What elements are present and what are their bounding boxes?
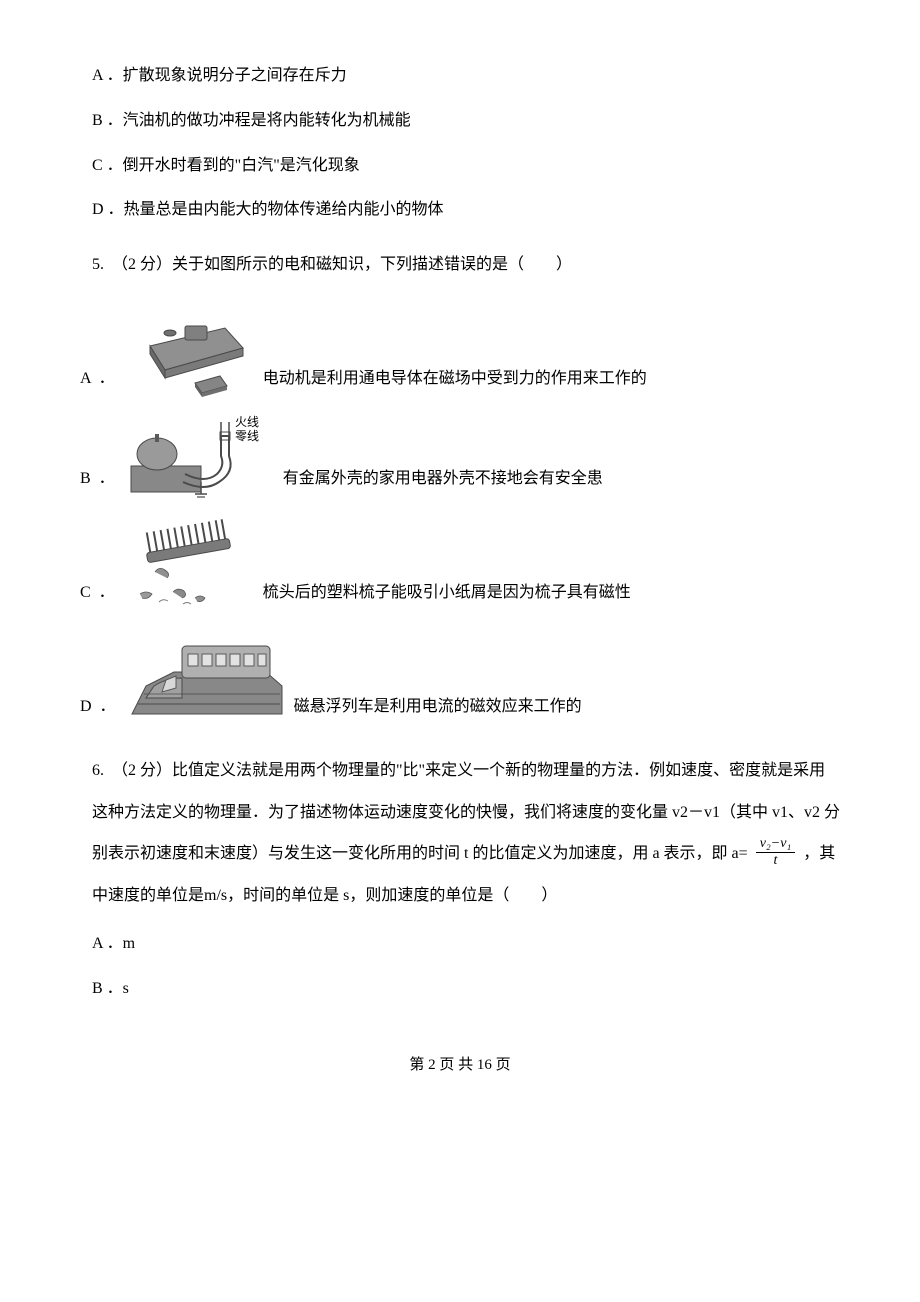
q5-b-text: 有金属外壳的家用电器外壳不接地会有安全患 xyxy=(283,461,603,498)
q5-stem: 5. （2 分）关于如图所示的电和磁知识，下列描述错误的是（ ） xyxy=(80,247,840,284)
q5-c-text: 梳头后的塑料梳子能吸引小纸屑是因为梳子具有磁性 xyxy=(263,575,631,612)
motor-image-icon xyxy=(125,298,255,398)
q4-opt-d-text: D ．热量总是由内能大的物体传递给内能小的物体 xyxy=(92,201,444,218)
neutral-wire-label: 零线 xyxy=(235,429,259,443)
q4-opt-a-text: A ．扩散现象说明分子之间存在斥力 xyxy=(92,67,347,84)
maglev-train-icon xyxy=(126,626,286,726)
q6-opt-a-text: A ．m xyxy=(92,935,135,952)
q5-option-c: C ． xyxy=(80,512,840,612)
q6-opt-b-text: B ．s xyxy=(92,980,129,997)
q5-b-prefix: B ． xyxy=(80,461,117,498)
q5-option-b: B ． 火线 零线 有金属外壳的家用电器外壳不接地会有安全患 xyxy=(80,412,840,498)
q6-option-b: B ．s xyxy=(80,971,840,1008)
q6-option-a: A ．m xyxy=(80,926,840,963)
q4-option-b: B ．汽油机的做功冲程是将内能转化为机械能 xyxy=(80,103,840,140)
q6-formula-den: t xyxy=(756,853,796,868)
q6-formula-icon: v₂−v₁ t xyxy=(756,837,796,868)
q5-option-d: D ． 磁悬浮列车是利用电流的磁效应来工作的 xyxy=(80,626,840,726)
page: A ．扩散现象说明分子之间存在斥力 B ．汽油机的做功冲程是将内能转化为机械能 … xyxy=(0,0,920,1122)
q6-stem: 6. （2 分）比值定义法就是用两个物理量的"比"来定义一个新的物理量的方法．例… xyxy=(80,750,840,916)
q6-formula-num: v₂−v₁ xyxy=(756,837,796,853)
fire-wire-label: 火线 xyxy=(235,415,259,429)
comb-paper-icon xyxy=(125,512,255,612)
q4-opt-c-text: C ．倒开水时看到的"白汽"是汽化现象 xyxy=(92,157,360,174)
q5-a-prefix: A ． xyxy=(80,361,117,398)
q4-opt-b-text: B ．汽油机的做功冲程是将内能转化为机械能 xyxy=(92,112,411,129)
q4-option-a: A ．扩散现象说明分子之间存在斥力 xyxy=(80,58,840,95)
q5-d-text: 磁悬浮列车是利用电流的磁效应来工作的 xyxy=(294,689,582,726)
q5-c-prefix: C ． xyxy=(80,575,117,612)
appliance-ground-icon: 火线 零线 xyxy=(125,412,275,498)
q6-text-part1: 6. （2 分）比值定义法就是用两个物理量的"比"来定义一个新的物理量的方法．例… xyxy=(92,762,840,862)
q4-option-c: C ．倒开水时看到的"白汽"是汽化现象 xyxy=(80,148,840,185)
q4-option-d: D ．热量总是由内能大的物体传递给内能小的物体 xyxy=(80,192,840,229)
q5-a-text: 电动机是利用通电导体在磁场中受到力的作用来工作的 xyxy=(263,361,647,398)
q5-stem-text: 5. （2 分）关于如图所示的电和磁知识，下列描述错误的是（ ） xyxy=(92,256,572,273)
q5-option-a: A ． 电动机是利用通电导体在磁场中受到力的作用来工作的 xyxy=(80,298,840,398)
q5-d-prefix: D ． xyxy=(80,689,118,726)
page-footer: 第 2 页 共 16 页 xyxy=(80,1048,840,1083)
footer-text: 第 2 页 共 16 页 xyxy=(409,1057,510,1073)
